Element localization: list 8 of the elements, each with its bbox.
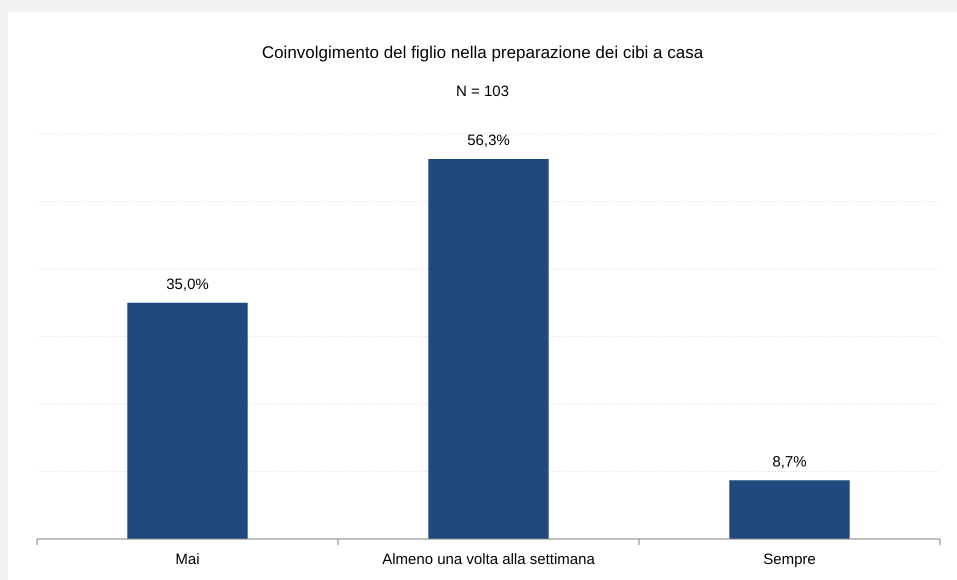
data-label: 56,3%: [467, 132, 510, 149]
chart-title: Coinvolgimento del figlio nella preparazione dei cibi a casa: [262, 43, 704, 62]
x-tick-label: Sempre: [763, 551, 816, 568]
data-label: 8,7%: [772, 453, 807, 470]
data-label: 35,0%: [166, 276, 209, 293]
chart-subtitle: N = 103: [456, 83, 509, 100]
x-tick-label: Almeno una volta alla settimana: [382, 551, 596, 568]
x-tick-label: Mai: [175, 551, 200, 568]
